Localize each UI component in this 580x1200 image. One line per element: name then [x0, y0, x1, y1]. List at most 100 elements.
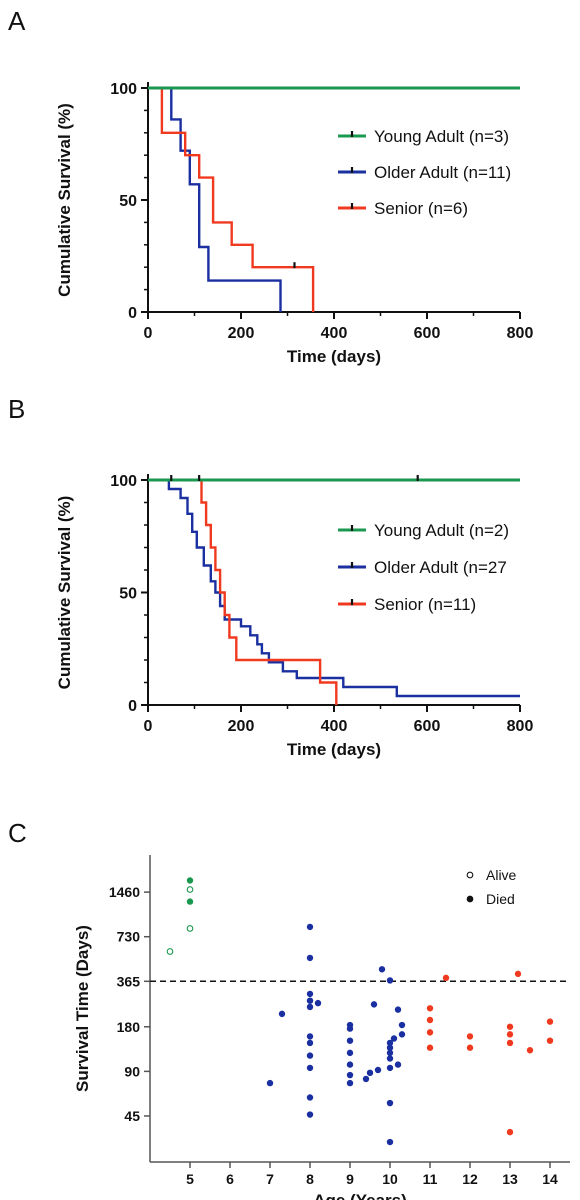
data-point-died [426, 1005, 434, 1012]
panel-letter-c: C [8, 818, 27, 848]
y-tick-label: 1460 [109, 884, 140, 900]
data-point-died [186, 877, 194, 884]
legend-label: Senior (n=11) [374, 595, 476, 614]
data-point-died [386, 1138, 394, 1146]
data-point-died [374, 1066, 382, 1074]
data-point-died [306, 923, 314, 931]
y-tick-label: 50 [119, 193, 137, 210]
data-point-died [386, 1064, 394, 1072]
data-point-died [306, 997, 314, 1004]
data-point-alive [166, 948, 174, 955]
x-axis-title: Time (days) [287, 347, 381, 366]
data-point-died [362, 1075, 370, 1083]
survival-curve-2 [148, 86, 315, 312]
legend-label: Older Adult (n=11) [374, 163, 511, 182]
data-point-died [398, 1021, 406, 1029]
data-point-died [314, 999, 322, 1007]
x-tick-label: 5 [186, 1171, 194, 1187]
data-point-died [266, 1079, 274, 1087]
data-point-died [426, 1044, 434, 1051]
data-point-died [466, 1033, 474, 1040]
data-point-died [366, 1069, 374, 1077]
data-point-died [398, 1031, 406, 1038]
data-point-died [386, 1049, 394, 1057]
data-point-died [346, 1025, 354, 1032]
x-tick-label: 0 [144, 325, 153, 342]
x-tick-label: 400 [321, 718, 348, 735]
y-axis-title: Survival Time (Days) [73, 925, 92, 1092]
y-tick-label: 45 [124, 1108, 140, 1124]
x-tick-label: 10 [382, 1171, 398, 1187]
x-axis-title: Time (days) [287, 740, 381, 759]
data-point-died [394, 1006, 402, 1013]
data-point-died [506, 1023, 514, 1030]
x-tick-label: 14 [542, 1171, 558, 1187]
data-point-alive [186, 886, 194, 893]
data-point-died [426, 1016, 434, 1024]
y-tick-label: 180 [117, 1019, 141, 1035]
data-point-died [506, 1039, 514, 1047]
data-point-died [346, 1079, 354, 1087]
y-tick-label: 50 [119, 586, 137, 603]
data-point-died [426, 1029, 434, 1036]
data-point-died [390, 1035, 398, 1042]
data-point-died [466, 1044, 474, 1051]
panel-a: A 0 50 100 0 200 400 600 800 Time (days) Cumulati… [8, 6, 533, 366]
data-point-alive [186, 925, 194, 932]
data-point-died [186, 898, 194, 905]
legend-label: Alive [486, 867, 517, 883]
survival-curve-2 [148, 478, 338, 705]
data-point-died [526, 1047, 534, 1054]
x-tick-label: 11 [423, 1171, 438, 1187]
x-tick-label: 13 [502, 1171, 518, 1187]
panel-letter-b: B [8, 394, 25, 424]
x-tick-label: 7 [266, 1171, 274, 1187]
data-point-died [370, 1001, 378, 1008]
data-point-died [306, 990, 314, 998]
legend-marker-open [466, 871, 474, 879]
y-axis-title: Cumulative Survival (%) [55, 103, 74, 297]
x-tick-label: 800 [507, 718, 534, 735]
x-tick-label: 12 [462, 1171, 478, 1187]
data-point-died [346, 1049, 354, 1057]
x-tick-label: 6 [226, 1171, 234, 1187]
legend-marker-filled [466, 895, 474, 903]
survival-curve-1 [148, 86, 282, 312]
y-tick-label: 0 [128, 698, 137, 715]
y-tick-label: 730 [117, 929, 141, 945]
data-point-died [442, 974, 450, 982]
legend-label: Young Adult (n=3) [374, 127, 509, 146]
x-tick-label: 400 [321, 325, 348, 342]
data-point-died [514, 970, 522, 978]
data-point-died [346, 1071, 354, 1079]
data-point-died [378, 966, 386, 973]
legend-label: Senior (n=6) [374, 199, 468, 218]
y-tick-label: 365 [117, 973, 141, 989]
data-point-died [306, 1094, 314, 1101]
x-tick-label: 600 [414, 718, 441, 735]
x-tick-label: 0 [144, 718, 153, 735]
data-point-died [386, 1055, 394, 1062]
data-point-died [306, 1033, 314, 1040]
data-point-died [306, 1064, 314, 1072]
data-point-died [506, 1128, 514, 1136]
data-point-died [546, 1037, 554, 1044]
data-point-died [306, 954, 314, 962]
y-axis-title: Cumulative Survival (%) [55, 496, 74, 690]
data-point-died [278, 1010, 286, 1018]
data-point-died [346, 1061, 354, 1068]
y-tick-label: 100 [110, 81, 137, 98]
data-point-died [306, 1052, 314, 1059]
x-tick-label: 8 [306, 1171, 314, 1187]
data-point-died [386, 977, 394, 984]
data-point-died [306, 1003, 314, 1011]
x-tick-label: 200 [228, 325, 255, 342]
survival-curve-1 [148, 478, 520, 698]
panel-c: C 45 90 180 365 730 1460 5 6 7 8 9 10 11 12 13 14 Age (Y… [8, 818, 570, 1200]
data-point-died [346, 1037, 354, 1044]
x-tick-label: 9 [346, 1171, 354, 1187]
data-point-died [546, 1018, 554, 1025]
data-point-died [506, 1031, 514, 1038]
legend-label: Young Adult (n=2) [374, 521, 509, 540]
